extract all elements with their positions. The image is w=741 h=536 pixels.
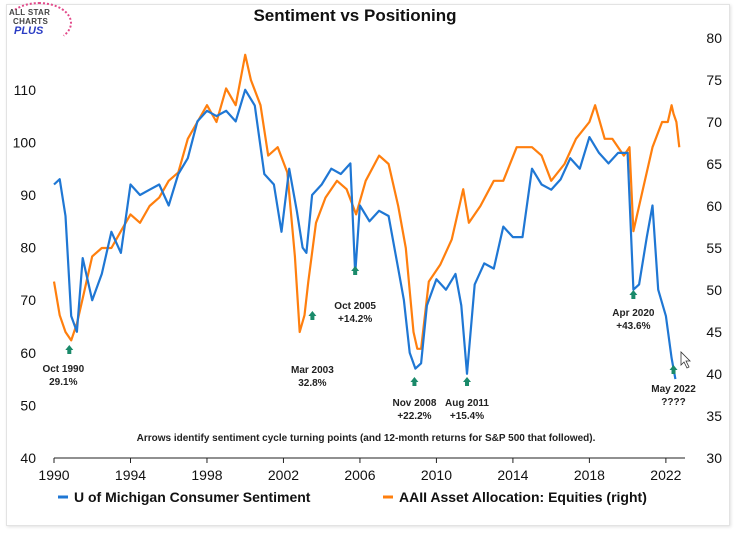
logo-ring-icon xyxy=(6,2,72,44)
right-tick-label: 45 xyxy=(706,324,722,340)
left-tick-label: 40 xyxy=(20,450,36,466)
annotation-return: 32.8% xyxy=(298,378,326,389)
x-tick-label: 2010 xyxy=(421,467,452,483)
annotation-date: Aug 2011 xyxy=(445,398,489,409)
turning-point-arrow-icon xyxy=(463,377,472,386)
annotation-date: Oct 2005 xyxy=(334,301,376,312)
left-tick-label: 50 xyxy=(20,397,36,413)
annotation-return: +22.2% xyxy=(397,411,431,422)
right-tick-label: 50 xyxy=(706,282,722,298)
turning-point-arrow-icon xyxy=(65,345,74,354)
right-tick-label: 55 xyxy=(706,240,722,256)
left-tick-label: 90 xyxy=(20,187,36,203)
left-tick-label: 80 xyxy=(20,240,36,256)
x-tick-label: 2022 xyxy=(650,467,681,483)
turning-point-arrow-icon xyxy=(629,290,638,299)
left-tick-label: 60 xyxy=(20,345,36,361)
annotation-return: +15.4% xyxy=(450,411,484,422)
logo-line-2: CHARTS xyxy=(13,17,49,26)
annotation-date: Nov 2008 xyxy=(392,398,436,409)
annotation-return: ???? xyxy=(661,397,685,408)
right-tick-label: 80 xyxy=(706,30,722,46)
sentiment-series-line xyxy=(53,88,677,380)
x-tick-label: 1998 xyxy=(191,467,222,483)
annotation-return: +43.6% xyxy=(616,321,650,332)
annotation-date: Mar 2003 xyxy=(291,365,334,376)
mouse-cursor-icon xyxy=(680,351,691,369)
x-tick-label: 1994 xyxy=(115,467,146,483)
x-tick-label: 2018 xyxy=(574,467,605,483)
annotation-date: Apr 2020 xyxy=(612,308,655,319)
right-tick-label: 65 xyxy=(706,156,722,172)
chart-note: Arrows identify sentiment cycle turning … xyxy=(137,433,596,444)
right-tick-label: 40 xyxy=(706,366,722,382)
right-tick-label: 75 xyxy=(706,72,722,88)
chart-title: Sentiment vs Positioning xyxy=(253,6,456,25)
turning-point-arrow-icon xyxy=(351,266,360,275)
turning-point-arrow-icon xyxy=(410,377,419,386)
legend-label-allocation: AAII Asset Allocation: Equities (right) xyxy=(399,489,647,505)
annotation-date: Oct 1990 xyxy=(42,364,84,375)
left-tick-label: 110 xyxy=(14,82,37,98)
allocation-series-line xyxy=(52,53,681,350)
legend-label-sentiment: U of Michigan Consumer Sentiment xyxy=(74,489,311,505)
right-axis-ticks: 30 35 40 45 50 55 60 65 70 75 80 xyxy=(706,30,722,466)
left-tick-label: 70 xyxy=(20,292,36,308)
chart-frame xyxy=(6,4,730,526)
logo-line-1: ALL STAR xyxy=(9,8,51,17)
x-tick-label: 2006 xyxy=(344,467,375,483)
x-tick-label: 2014 xyxy=(497,467,528,483)
plot-area xyxy=(52,53,681,380)
logo-line-3: PLUS xyxy=(14,25,44,37)
annotation-date: May 2022 xyxy=(651,384,696,395)
annotation-return: +14.2% xyxy=(338,314,372,325)
annotations: Oct 1990 29.1% Mar 2003 32.8% Oct 2005 +14.2%… xyxy=(42,266,696,422)
turning-point-arrow-icon xyxy=(308,311,317,320)
x-axis-ticks: 1990 1994 1998 2002 2006 2010 2014 2018 2022 xyxy=(38,458,682,483)
x-tick-label: 2002 xyxy=(268,467,299,483)
annotation-return: 29.1% xyxy=(49,377,77,388)
turning-point-arrow-icon xyxy=(669,365,678,374)
right-tick-label: 35 xyxy=(706,408,722,424)
right-tick-label: 70 xyxy=(706,114,722,130)
left-tick-label: 100 xyxy=(13,134,37,150)
all-star-charts-logo: ALL STAR CHARTS PLUS xyxy=(4,2,72,44)
x-tick-label: 1990 xyxy=(38,467,69,483)
right-tick-label: 60 xyxy=(706,198,722,214)
legend: U of Michigan Consumer Sentiment AAII Ass… xyxy=(58,489,647,505)
left-axis-ticks: 40 50 60 70 80 90 100 110 xyxy=(13,82,37,466)
right-tick-label: 30 xyxy=(706,450,722,466)
